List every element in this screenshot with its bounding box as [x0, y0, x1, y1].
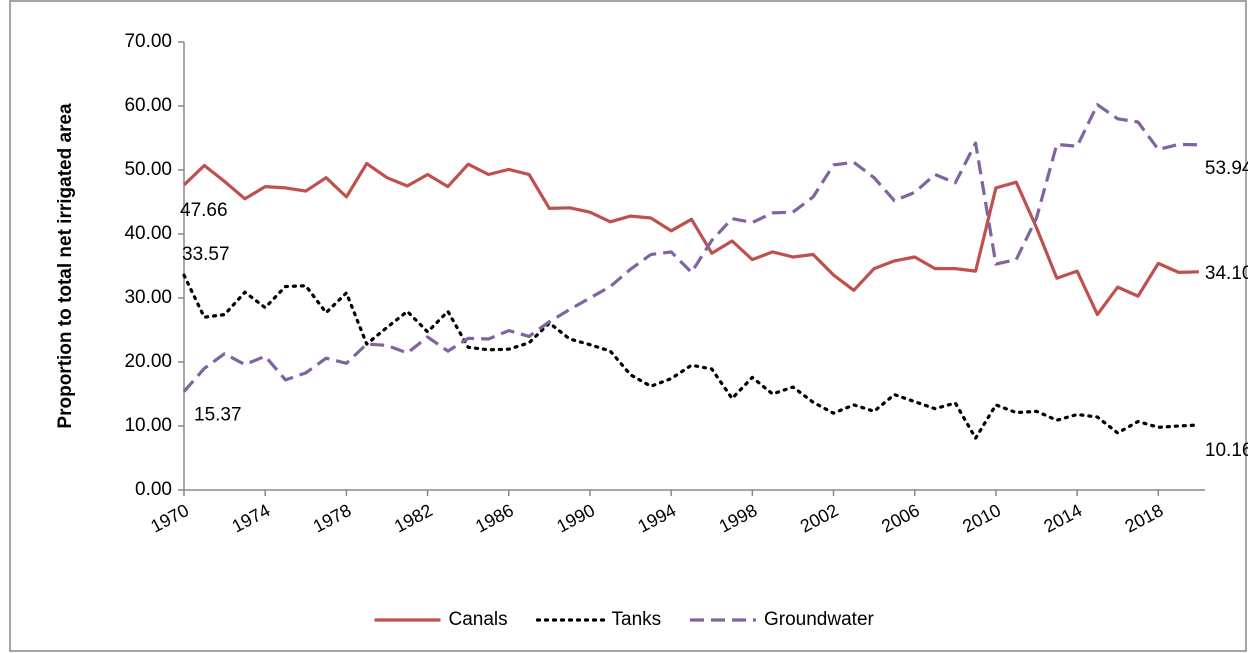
- x-tick-label: 1994: [635, 500, 680, 536]
- y-tick-label: 0.00: [135, 479, 172, 500]
- y-axis-label: Proportion to total net irrigated area: [55, 103, 76, 429]
- x-tick-label: 2018: [1122, 500, 1167, 536]
- y-tick-label: 20.00: [124, 351, 172, 372]
- chart-frame: [9, 0, 1247, 652]
- series-line: [182, 103, 1199, 393]
- x-tick-label: 1986: [472, 500, 517, 536]
- y-tick-label: 30.00: [124, 287, 172, 308]
- x-tick-label: 2010: [959, 500, 1004, 536]
- y-tick-label: 50.00: [124, 159, 172, 180]
- x-tick-label: 1982: [391, 500, 436, 536]
- value-label: 33.57: [182, 244, 230, 265]
- x-tick-label: 1978: [310, 500, 355, 536]
- legend-label: Tanks: [612, 609, 662, 630]
- y-tick-label: 40.00: [124, 223, 172, 244]
- y-tick-label: 60.00: [124, 95, 172, 116]
- value-label: 34.10: [1205, 263, 1248, 284]
- x-tick-label: 2006: [878, 500, 923, 536]
- value-label: 47.66: [180, 200, 228, 221]
- x-tick-label: 1974: [229, 500, 274, 536]
- x-tick-label: 1990: [553, 500, 598, 536]
- value-label: 10.16: [1205, 440, 1248, 461]
- series-line: [182, 162, 1199, 317]
- y-tick-label: 70.00: [124, 31, 172, 52]
- value-label: 53.94: [1205, 158, 1248, 179]
- series-line: [182, 273, 1201, 440]
- x-tick-label: 1998: [716, 500, 761, 536]
- x-tick-label: 1970: [147, 500, 192, 536]
- x-tick-label: 2014: [1040, 500, 1085, 536]
- legend-label: Groundwater: [764, 609, 875, 630]
- y-tick-label: 10.00: [124, 415, 172, 436]
- legend-label: Canals: [449, 609, 508, 630]
- value-label: 15.37: [194, 405, 242, 426]
- x-tick-label: 2002: [797, 500, 842, 536]
